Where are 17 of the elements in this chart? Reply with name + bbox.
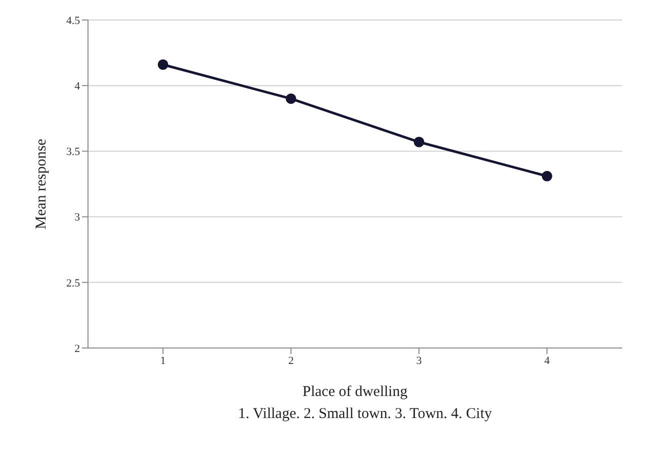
y-tick-label: 4 <box>74 80 80 93</box>
point <box>286 93 296 104</box>
x-tick-label: 2 <box>288 354 294 367</box>
y-tick-label: 4.5 <box>66 14 80 27</box>
y-tick-label: 2.5 <box>66 277 80 290</box>
x-tick-label: 4 <box>544 354 550 367</box>
point <box>414 136 424 148</box>
x-tick-label: 1 <box>160 354 166 367</box>
point <box>542 170 552 182</box>
point <box>158 59 168 70</box>
x-tick-label: 3 <box>416 354 422 367</box>
y-axis-title: Mean response <box>33 138 50 230</box>
y-tick-label: 3 <box>74 212 80 224</box>
x-axis-title: Place of dwelling <box>302 384 408 400</box>
y-tick-label: 2 <box>74 342 80 355</box>
text: 1. Village. 2. Small town. 3. Town. 4. City <box>237 406 493 423</box>
y-tick-label: 3.5 <box>66 146 80 158</box>
